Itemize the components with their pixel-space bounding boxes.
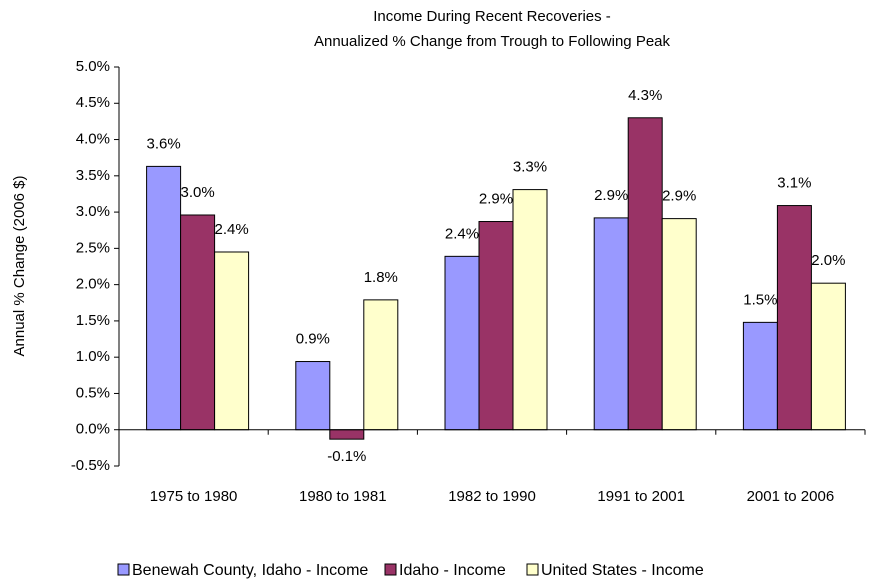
y-tick-label: 4.5%: [76, 94, 110, 111]
bar: [742, 321, 778, 431]
chart-subtitle: Annualized % Change from Trough to Follo…: [314, 33, 671, 50]
legend-label: Benewah County, Idaho - Income: [132, 562, 368, 579]
value-label: -0.1%: [327, 448, 366, 465]
x-tick-label: 1982 to 1990: [448, 488, 536, 505]
bar: [180, 214, 216, 431]
value-label: 2.9%: [479, 190, 513, 207]
y-tick-label: 1.5%: [76, 312, 110, 329]
value-label: 0.9%: [296, 331, 330, 348]
value-label: 3.1%: [777, 175, 811, 192]
legend-swatch: [117, 563, 130, 576]
y-tick-label: 3.5%: [76, 167, 110, 184]
value-label: 4.3%: [628, 87, 662, 104]
x-tick-label: 1975 to 1980: [150, 488, 238, 505]
y-tick-label: 3.0%: [76, 203, 110, 220]
y-tick-label: 2.5%: [76, 239, 110, 256]
bar: [512, 189, 548, 431]
bar: [146, 165, 182, 431]
y-tick-label: 5.0%: [76, 58, 110, 75]
value-label: 3.6%: [146, 135, 180, 152]
bar: [214, 251, 250, 431]
bar: [661, 218, 697, 431]
y-tick-label: 0.5%: [76, 384, 110, 401]
bar: [363, 299, 399, 431]
value-label: 1.8%: [364, 269, 398, 286]
bar: [295, 361, 331, 431]
value-label: 2.4%: [445, 225, 479, 242]
y-tick-label: 1.0%: [76, 348, 110, 365]
bar: [593, 217, 629, 431]
bar: [444, 255, 480, 431]
x-tick-label: 1991 to 2001: [597, 488, 685, 505]
value-label: 2.0%: [811, 252, 845, 269]
value-label: 3.0%: [180, 184, 214, 201]
x-tick-label: 1980 to 1981: [299, 488, 387, 505]
value-label: 2.4%: [214, 221, 248, 238]
bar: [776, 205, 812, 431]
legend-label: United States - Income: [541, 562, 704, 579]
value-label: 1.5%: [743, 291, 777, 308]
y-tick-label: 4.0%: [76, 131, 110, 148]
bar: [478, 221, 514, 431]
value-label: 2.9%: [662, 188, 696, 205]
y-tick-label: 2.0%: [76, 276, 110, 293]
x-tick-label: 2001 to 2006: [747, 488, 835, 505]
value-label: 3.3%: [513, 159, 547, 176]
legend-swatch: [526, 563, 539, 576]
bar: [810, 282, 846, 431]
legend-label: Idaho - Income: [399, 562, 506, 579]
y-axis-label: Annual % Change (2006 $): [11, 176, 28, 357]
y-tick-label: -0.5%: [71, 457, 110, 474]
bar: [329, 429, 365, 440]
chart-title: Income During Recent Recoveries -: [373, 8, 611, 25]
bar: [627, 117, 663, 431]
value-label: 2.9%: [594, 187, 628, 204]
legend-swatch: [384, 563, 397, 576]
y-tick-label: 0.0%: [76, 421, 110, 438]
